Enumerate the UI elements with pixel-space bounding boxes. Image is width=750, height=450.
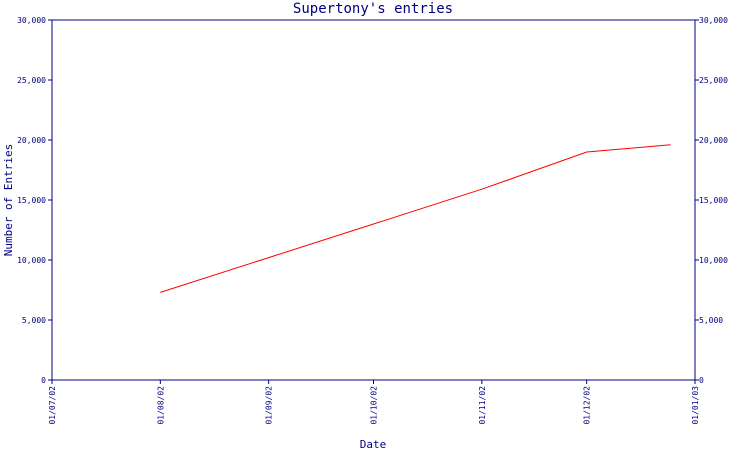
y-tick-label-right: 30,000	[699, 16, 728, 25]
y-tick-label-left: 0	[41, 376, 46, 385]
x-tick-label: 01/12/02	[583, 386, 592, 425]
y-axis-right: 0 5,000 10,000 15,000 20,000 25,000 30,000	[695, 16, 728, 385]
y-tick-label-left: 30,000	[17, 16, 46, 25]
y-tick-label-left: 15,000	[17, 196, 46, 205]
x-tick-label: 01/01/03	[691, 386, 700, 425]
x-tick-label: 01/09/02	[265, 386, 274, 425]
y-tick-label-right: 10,000	[699, 256, 728, 265]
series-layer	[160, 144, 671, 293]
y-axis-label: Number of Entries	[2, 144, 15, 257]
y-tick-label-right: 25,000	[699, 76, 728, 85]
x-tick-label: 01/10/02	[370, 386, 379, 425]
y-tick-label-left: 10,000	[17, 256, 46, 265]
x-tick-label: 01/07/02	[48, 386, 57, 425]
series-line	[160, 144, 671, 293]
x-tick-label: 01/08/02	[156, 386, 165, 425]
x-axis: 01/07/02 01/08/02 01/09/02 01/10/02 01/11/02…	[48, 380, 700, 425]
chart-title: Supertony's entries	[293, 1, 453, 17]
y-tick-label-left: 5,000	[22, 316, 46, 325]
x-axis-label: Date	[360, 438, 387, 450]
y-tick-label-left: 20,000	[17, 136, 46, 145]
y-axis-left: 0 5,000 10,000 15,000 20,000 25,000 30,000	[17, 16, 52, 385]
y-tick-label-right: 20,000	[699, 136, 728, 145]
x-tick-label: 01/11/02	[478, 386, 487, 425]
y-tick-label-left: 25,000	[17, 76, 46, 85]
plot-area	[51, 19, 696, 381]
y-tick-label-right: 0	[699, 376, 704, 385]
y-tick-label-right: 15,000	[699, 196, 728, 205]
y-tick-label-right: 5,000	[699, 316, 723, 325]
